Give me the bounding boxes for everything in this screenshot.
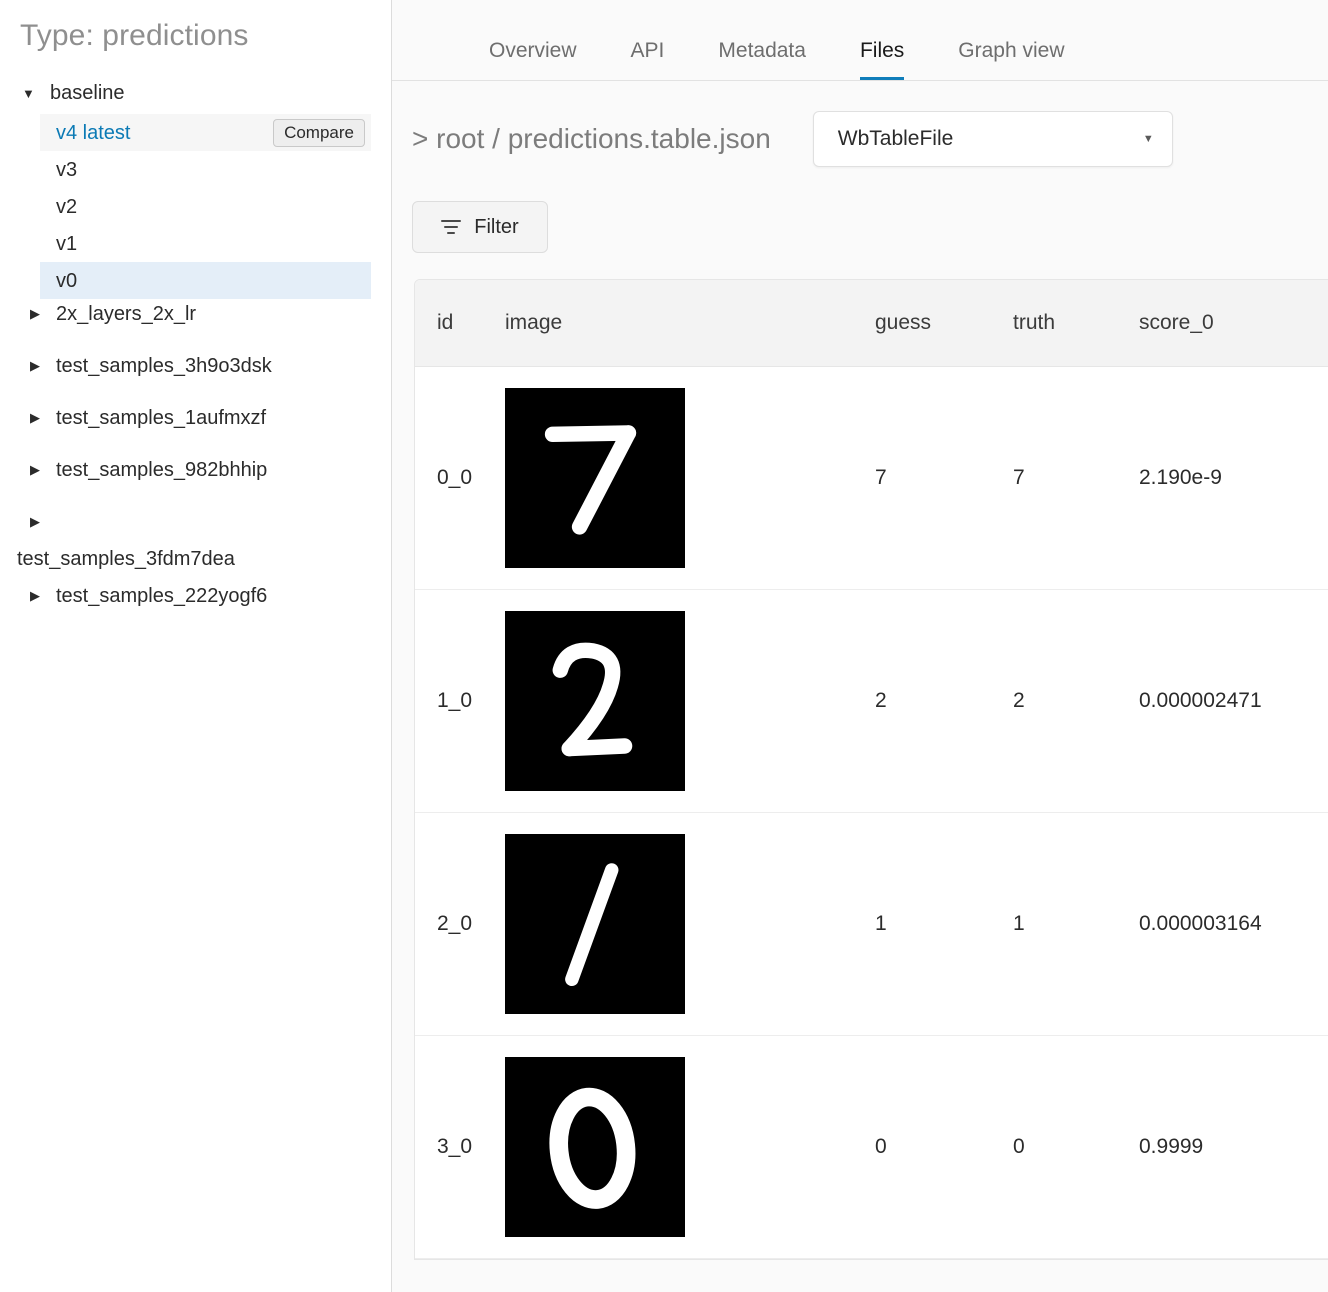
tab-files[interactable]: Files	[859, 40, 905, 80]
version-item-v0[interactable]: v0	[40, 262, 371, 299]
digit-0-glyph	[505, 1057, 685, 1237]
main-panel: Overview API Metadata Files Graph view >…	[392, 0, 1328, 1292]
tree-group-label: test_samples_3h9o3dsk	[56, 355, 272, 377]
tab-metadata[interactable]: Metadata	[718, 39, 806, 62]
caret-right-icon	[30, 299, 44, 329]
cell-truth: 0	[1013, 1135, 1025, 1158]
version-label: v1	[56, 232, 78, 255]
caret-right-icon	[30, 403, 44, 433]
chevron-down-icon: ▼	[1142, 133, 1154, 145]
tree-group-label: test_samples_222yogf6	[56, 585, 268, 607]
filetype-dropdown[interactable]: WbTableFile ▼	[812, 111, 1173, 167]
filter-button[interactable]: Filter	[412, 201, 548, 253]
cell-guess: 7	[875, 466, 887, 489]
files-content: > root / predictions.table.json WbTableF…	[392, 81, 1328, 1260]
breadcrumb[interactable]: > root / predictions.table.json	[412, 123, 771, 154]
tree-root-baseline[interactable]: baseline	[0, 74, 391, 112]
tree-group-test-samples-3fdm7dea[interactable]: test_samples_3fdm7dea	[0, 507, 391, 581]
column-header-image[interactable]: image	[505, 311, 563, 334]
tree-group-2x-layers-2x-lr[interactable]: 2x_layers_2x_lr	[0, 299, 391, 351]
tree-group-test-samples-222yogf6[interactable]: test_samples_222yogf6	[0, 581, 391, 633]
cell-image[interactable]	[505, 1057, 875, 1237]
filter-button-label: Filter	[474, 216, 519, 238]
version-item-v3[interactable]: v3	[40, 151, 371, 188]
version-list: v4 latest Compare v3 v2 v1 v0	[0, 114, 391, 299]
cell-id: 1_0	[437, 689, 473, 712]
mnist-digit-thumbnail	[505, 834, 685, 1014]
column-header-guess[interactable]: guess	[875, 311, 932, 334]
cell-truth: 2	[1013, 689, 1025, 712]
cell-guess: 0	[875, 1135, 887, 1158]
version-label: v3	[56, 158, 78, 181]
tree-group-label: test_samples_1aufmxzf	[56, 407, 267, 429]
caret-right-icon	[30, 351, 44, 381]
table-row[interactable]: 2_0 1 1 0.000003164	[415, 813, 1328, 1036]
cell-id: 3_0	[437, 1135, 473, 1158]
tree-group-label: test_samples_3fdm7dea	[17, 548, 235, 570]
cell-id: 2_0	[437, 912, 473, 935]
sidebar: Type: predictions baseline v4 latest Com…	[0, 0, 392, 1292]
column-header-score-0[interactable]: score_0	[1139, 311, 1214, 334]
caret-down-icon	[22, 87, 40, 100]
version-item-v2[interactable]: v2	[40, 188, 371, 225]
cell-guess: 1	[875, 912, 887, 935]
cell-image[interactable]	[505, 388, 875, 568]
cell-id: 0_0	[437, 466, 473, 489]
column-header-truth[interactable]: truth	[1013, 311, 1056, 334]
tree-group-test-samples-982bhhip[interactable]: test_samples_982bhhip	[0, 455, 391, 507]
cell-truth: 1	[1013, 912, 1025, 935]
version-label: v2	[56, 195, 78, 218]
table-header-row: id image guess truth score_0	[415, 280, 1328, 367]
caret-right-icon	[30, 455, 44, 485]
cell-score-0: 0.000002471	[1139, 689, 1262, 712]
path-row: > root / predictions.table.json WbTableF…	[392, 81, 1328, 167]
filter-icon	[441, 220, 462, 234]
digit-1-glyph	[505, 834, 685, 1014]
tree-root-label: baseline	[50, 81, 125, 104]
tree-group-label: test_samples_982bhhip	[56, 459, 268, 481]
mnist-digit-thumbnail	[505, 611, 685, 791]
digit-2-glyph	[505, 611, 685, 791]
version-label: v4 latest	[56, 121, 131, 144]
mnist-digit-thumbnail	[505, 388, 685, 568]
tree-group-test-samples-3h9o3dsk[interactable]: test_samples_3h9o3dsk	[0, 351, 391, 403]
filetype-selected-value: WbTableFile	[837, 127, 954, 150]
predictions-table: id image guess truth score_0 0_0	[414, 279, 1328, 1260]
version-item-v1[interactable]: v1	[40, 225, 371, 262]
cell-score-0: 0.9999	[1139, 1135, 1204, 1158]
version-label: v0	[56, 269, 78, 292]
tab-graph-view[interactable]: Graph view	[958, 39, 1065, 62]
tab-bar: Overview API Metadata Files Graph view	[392, 0, 1328, 81]
tree-group-test-samples-1aufmxzf[interactable]: test_samples_1aufmxzf	[0, 403, 391, 455]
caret-right-icon	[30, 507, 44, 537]
mnist-digit-thumbnail	[505, 1057, 685, 1237]
cell-truth: 7	[1013, 466, 1025, 489]
digit-7-glyph	[505, 388, 685, 568]
cell-image[interactable]	[505, 611, 875, 791]
caret-right-icon	[30, 581, 44, 611]
artifact-tree: baseline v4 latest Compare v3 v2 v1 v0	[0, 74, 391, 633]
compare-button[interactable]: Compare	[273, 118, 365, 147]
cell-score-0: 0.000003164	[1139, 912, 1262, 935]
cell-image[interactable]	[505, 834, 875, 1014]
sidebar-title: Type: predictions	[20, 19, 249, 52]
cell-guess: 2	[875, 689, 887, 712]
tab-api[interactable]: API	[630, 39, 665, 62]
table-row[interactable]: 0_0 7 7	[415, 367, 1328, 590]
cell-score-0: 2.190e-9	[1139, 466, 1222, 489]
table-row[interactable]: 3_0 0 0 0.9999	[415, 1036, 1328, 1259]
column-header-id[interactable]: id	[437, 311, 454, 334]
table-row[interactable]: 1_0 2 2	[415, 590, 1328, 813]
tab-overview[interactable]: Overview	[489, 39, 577, 62]
version-item-v4[interactable]: v4 latest Compare	[40, 114, 371, 151]
tree-group-label: 2x_layers_2x_lr	[56, 303, 197, 325]
